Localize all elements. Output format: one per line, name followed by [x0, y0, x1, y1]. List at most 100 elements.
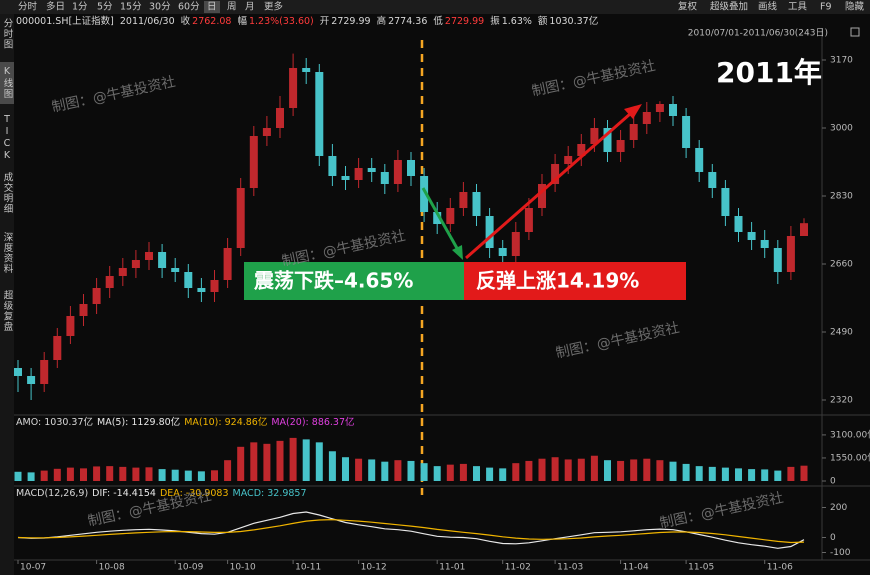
volume-bar: [433, 466, 441, 481]
candle-body: [655, 104, 664, 112]
candle-body: [380, 172, 389, 184]
candle-body: [14, 368, 22, 376]
candle-body: [262, 128, 271, 136]
toolbar-button[interactable]: 隐藏: [845, 1, 865, 13]
candle-body: [800, 223, 808, 237]
volume-bar: [237, 446, 245, 481]
candle-body: [393, 160, 402, 184]
sidebar-tab[interactable]: TICK: [2, 114, 13, 162]
toolbar-button[interactable]: 工具: [788, 2, 808, 13]
toolbar-button[interactable]: 60分: [178, 2, 200, 13]
y-tick-label: 200: [830, 503, 847, 513]
quote-field: 2011/06/30: [120, 16, 175, 27]
sidebar-bg: [0, 14, 14, 575]
candle-body: [289, 68, 298, 108]
y-tick-label: 3100.00亿: [830, 428, 870, 440]
quote-field: 1.23%(33.60): [249, 16, 314, 27]
quote-field: 收: [181, 15, 191, 27]
toolbar-button[interactable]: F9: [820, 2, 832, 13]
toolbar-button[interactable]: 1分: [72, 2, 88, 13]
candle-body: [236, 188, 245, 248]
panel-title: AMO: 1030.37亿 MA(5): 1129.80亿 MA(10): 924.…: [16, 416, 355, 428]
y-tick-label: 2320: [830, 396, 853, 406]
volume-bar: [80, 468, 87, 481]
panel-title-part: MACD(12,26,9): [16, 488, 88, 499]
toolbar-button[interactable]: 日: [207, 2, 217, 13]
fall-label: 震荡下跌–4.65%: [254, 269, 413, 293]
volume-bar: [564, 459, 572, 481]
volume-bar: [525, 460, 533, 481]
quote-field: 1.63%: [502, 16, 532, 27]
volume-bar: [289, 437, 297, 481]
volume-bar: [132, 467, 140, 481]
volume-bar: [145, 467, 153, 481]
volume-bar: [721, 467, 729, 481]
candle-body: [276, 108, 284, 128]
rise-arrowhead: [624, 104, 642, 119]
x-tick-label: 11-01: [439, 563, 465, 573]
volume-bar: [211, 470, 218, 481]
toolbar-button[interactable]: 画线: [758, 1, 778, 13]
toolbar-button[interactable]: 分时: [18, 1, 38, 13]
x-tick-label: 10-12: [361, 563, 387, 573]
candle-body: [629, 124, 638, 140]
volume-bar: [197, 471, 205, 481]
candle-body: [79, 304, 88, 316]
panel-title-part: MA(10): 924.86亿: [184, 416, 267, 428]
candle-body: [485, 216, 494, 248]
candle-body: [642, 112, 651, 124]
x-tick-label: 11-06: [767, 563, 793, 573]
range-button[interactable]: [850, 27, 860, 37]
y-tick-label: 2490: [830, 328, 853, 338]
volume-bar: [499, 468, 507, 481]
volume-bar: [512, 463, 520, 481]
candle-body: [184, 272, 193, 288]
volume-bar: [53, 468, 61, 481]
y-tick-label: 0: [830, 533, 836, 543]
toolbar-button[interactable]: 5分: [97, 2, 113, 13]
fall-arrowhead: [452, 245, 463, 260]
volume-bar: [604, 460, 611, 481]
toolbar-button[interactable]: 多日: [46, 1, 65, 13]
toolbar-button[interactable]: 复权: [678, 1, 698, 13]
quote-field: 2762.08: [192, 16, 231, 27]
toolbar-button[interactable]: 月: [245, 2, 255, 13]
volume-bar: [250, 442, 258, 481]
y-tick-label: 3000: [830, 124, 853, 134]
toolbar-button[interactable]: 30分: [149, 2, 171, 13]
toolbar-button[interactable]: 更多: [264, 1, 283, 13]
candle-body: [341, 176, 350, 180]
sidebar-tab[interactable]: 超级复盘: [2, 289, 14, 332]
quote-field: 幅: [237, 15, 247, 27]
candle-body: [472, 192, 481, 216]
toolbar-button[interactable]: 15分: [120, 2, 142, 13]
y-tick-label: 0: [830, 477, 836, 487]
range-label: 2010/07/01-2011/06/30(243日): [688, 28, 828, 39]
volume-bar: [394, 460, 402, 481]
sidebar-tab[interactable]: K线图: [2, 66, 14, 99]
volume-bar: [106, 466, 114, 481]
volume-bar: [486, 467, 494, 481]
toolbar-button[interactable]: 周: [227, 2, 237, 13]
volume-bar: [473, 466, 480, 481]
toolbar-button[interactable]: 超级叠加: [710, 1, 748, 13]
candle-body: [328, 156, 337, 176]
candle-body: [315, 72, 324, 156]
fall-box: [244, 262, 464, 300]
sidebar-tab[interactable]: 深度资料: [2, 232, 14, 274]
candle-body: [459, 192, 468, 208]
sidebar-tab[interactable]: 分时图: [2, 18, 14, 50]
candle-body: [53, 336, 62, 360]
sidebar-tab[interactable]: 成交明细: [2, 171, 14, 214]
y-tick-label: 3170: [830, 56, 853, 66]
x-tick-label: 11-02: [505, 563, 531, 573]
volume-bar: [708, 466, 716, 481]
candle-body: [433, 212, 442, 224]
panel-title-part: DIF: -14.4154: [92, 488, 156, 499]
candle-body: [682, 116, 691, 148]
x-tick-label: 10-08: [99, 563, 125, 573]
candle-body: [407, 160, 415, 176]
volume-bar: [93, 466, 101, 481]
volume-bar: [459, 463, 467, 481]
candle-body: [223, 248, 232, 280]
